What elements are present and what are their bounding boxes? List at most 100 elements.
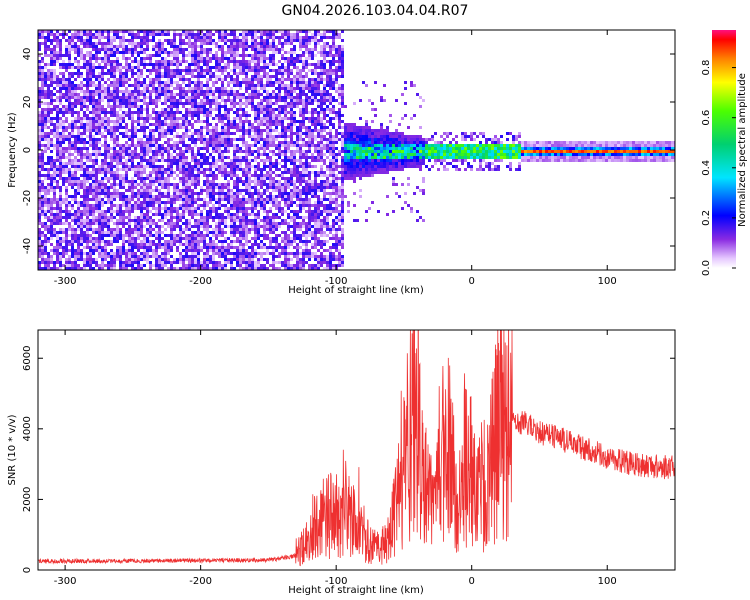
heatmap-cell <box>50 48 53 51</box>
heatmap-cell <box>125 75 128 78</box>
heatmap-cell <box>68 60 71 63</box>
heatmap-cell <box>185 195 188 198</box>
heatmap-cell <box>245 162 248 165</box>
heatmap-cell <box>44 264 47 267</box>
heatmap-cell <box>110 216 113 219</box>
heatmap-cell <box>92 246 95 249</box>
heatmap-cell <box>89 177 92 180</box>
heatmap-cell <box>119 162 122 165</box>
heatmap-cell <box>242 183 245 186</box>
heatmap-cell <box>113 228 116 231</box>
heatmap-cell <box>134 51 137 54</box>
heatmap-cell <box>101 33 104 36</box>
heatmap-cell <box>95 237 98 240</box>
heatmap-cell <box>191 225 194 228</box>
heatmap-cell <box>59 195 62 198</box>
heatmap-cell <box>104 177 107 180</box>
heatmap-cell <box>167 243 170 246</box>
heatmap-cell <box>152 132 155 135</box>
heatmap-cell <box>269 114 272 117</box>
heatmap-cell <box>80 117 83 120</box>
heatmap-cell <box>242 102 245 105</box>
heatmap-cell <box>143 141 146 144</box>
heatmap-cell <box>152 162 155 165</box>
heatmap-cell <box>230 171 233 174</box>
heatmap-cell <box>227 192 230 195</box>
heatmap-cell <box>242 204 245 207</box>
heatmap-cell <box>65 201 68 204</box>
heatmap-cell <box>224 99 227 102</box>
heatmap-cell <box>104 51 107 54</box>
heatmap-cell <box>215 222 218 225</box>
heatmap-cell <box>173 144 176 147</box>
heatmap-cell <box>86 186 89 189</box>
heatmap-cell <box>116 99 119 102</box>
heatmap-cell <box>269 207 272 210</box>
heatmap-cell <box>236 93 239 96</box>
heatmap-cell <box>110 267 113 270</box>
heatmap-cell <box>167 222 170 225</box>
heatmap-cell <box>197 87 200 90</box>
heatmap-cell <box>140 168 143 171</box>
heatmap-cell <box>263 201 266 204</box>
heatmap-cell <box>176 75 179 78</box>
heatmap-cell <box>215 87 218 90</box>
heatmap-cell <box>212 33 215 36</box>
heatmap-cell <box>122 261 125 264</box>
heatmap-cell <box>143 207 146 210</box>
heatmap-cell <box>275 216 278 219</box>
heatmap-cell <box>71 165 74 168</box>
heatmap-cell <box>140 114 143 117</box>
heatmap-cell <box>116 189 119 192</box>
heatmap-cell <box>236 165 239 168</box>
heatmap-cell <box>68 144 71 147</box>
heatmap-cell <box>122 225 125 228</box>
heatmap-cell <box>170 162 173 165</box>
heatmap-cell <box>263 243 266 246</box>
heatmap-cell <box>215 183 218 186</box>
heatmap-cell <box>218 249 221 252</box>
heatmap-cell <box>218 48 221 51</box>
heatmap-cell <box>68 258 71 261</box>
heatmap-cell <box>161 144 164 147</box>
heatmap-cell <box>38 120 41 123</box>
heatmap-cell <box>62 156 65 159</box>
heatmap-cell <box>170 147 173 150</box>
heatmap-cell <box>92 252 95 255</box>
heatmap-cell <box>215 42 218 45</box>
heatmap-cell <box>191 63 194 66</box>
heatmap-cell <box>98 93 101 96</box>
heatmap-cell <box>137 33 140 36</box>
heatmap-cell <box>143 201 146 204</box>
heatmap-cell <box>245 171 248 174</box>
heatmap-cell <box>149 171 152 174</box>
heatmap-cell <box>59 78 62 81</box>
heatmap-cell <box>269 69 272 72</box>
heatmap-cell <box>239 105 242 108</box>
heatmap-cell <box>209 42 212 45</box>
heatmap-cell <box>107 201 110 204</box>
heatmap-cell <box>206 162 209 165</box>
heatmap-cell <box>122 120 125 123</box>
heatmap-cell <box>68 225 71 228</box>
heatmap-cell <box>125 93 128 96</box>
heatmap-cell <box>92 198 95 201</box>
heatmap-cell <box>86 60 89 63</box>
heatmap-cell <box>194 174 197 177</box>
heatmap-cell <box>116 96 119 99</box>
heatmap-cell <box>113 171 116 174</box>
heatmap-cell <box>65 117 68 120</box>
heatmap-cell <box>137 45 140 48</box>
heatmap-cell <box>245 207 248 210</box>
heatmap-cell <box>206 201 209 204</box>
heatmap-cell <box>179 63 182 66</box>
heatmap-cell <box>215 144 218 147</box>
heatmap-cell <box>257 114 260 117</box>
heatmap-cell <box>38 240 41 243</box>
heatmap-cell <box>245 39 248 42</box>
heatmap-cell <box>224 129 227 132</box>
heatmap-cell <box>110 72 113 75</box>
heatmap-cell <box>176 132 179 135</box>
heatmap-cell <box>167 150 170 153</box>
heatmap-cell <box>107 264 110 267</box>
